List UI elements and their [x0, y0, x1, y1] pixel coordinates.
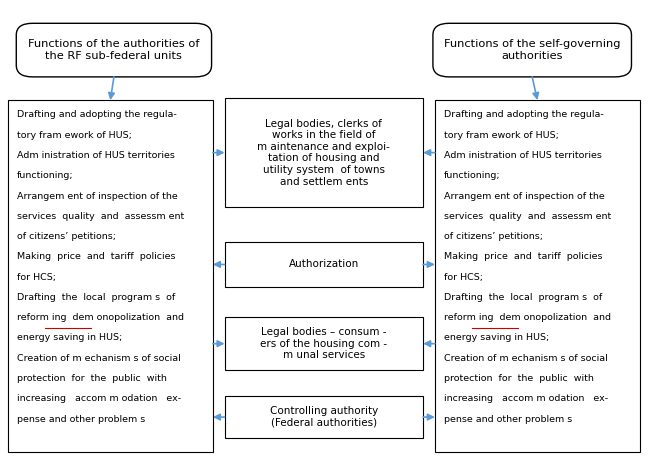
Text: Controlling authority
(Federal authorities): Controlling authority (Federal authoriti… [270, 406, 378, 428]
Text: reform ing  dem onopolization  and: reform ing dem onopolization and [17, 313, 184, 322]
Text: Drafting and adopting the regula-: Drafting and adopting the regula- [17, 110, 176, 119]
Text: pense and other problem s: pense and other problem s [17, 415, 145, 424]
Text: Authorization: Authorization [289, 260, 359, 269]
Text: pense and other problem s: pense and other problem s [444, 415, 572, 424]
Text: Legal bodies – consum -
ers of the housing com -
m unal services: Legal bodies – consum - ers of the housi… [260, 327, 387, 360]
Text: of citizens’ petitions;: of citizens’ petitions; [444, 232, 543, 241]
Text: energy saving in HUS;: energy saving in HUS; [444, 334, 549, 343]
Text: tory fram ework of HUS;: tory fram ework of HUS; [444, 130, 559, 140]
Text: functioning;: functioning; [17, 171, 74, 180]
Text: services  quality  and  assessm ent: services quality and assessm ent [17, 212, 184, 221]
Text: for HCS;: for HCS; [17, 273, 56, 281]
Text: Creation of m echanism s of social: Creation of m echanism s of social [444, 354, 608, 363]
Text: energy saving in HUS;: energy saving in HUS; [17, 334, 122, 343]
Text: protection  for  the  public  with: protection for the public with [444, 374, 594, 383]
Bar [8, 100, 213, 452]
FancyBboxPatch shape [433, 23, 631, 77]
Bar [225, 242, 423, 287]
Text: Drafting and adopting the regula-: Drafting and adopting the regula- [444, 110, 603, 119]
Text: Arrangem ent of inspection of the: Arrangem ent of inspection of the [444, 192, 605, 200]
Text: increasing   accom m odation   ex-: increasing accom m odation ex- [17, 394, 181, 403]
Bar [225, 396, 423, 438]
Text: Functions of the authorities of
the RF sub-federal units: Functions of the authorities of the RF s… [28, 39, 200, 61]
Text: of citizens’ petitions;: of citizens’ petitions; [17, 232, 116, 241]
Text: Drafting  the  local  program s  of: Drafting the local program s of [17, 293, 175, 302]
Text: for HCS;: for HCS; [444, 273, 483, 281]
Bar [435, 100, 640, 452]
Text: increasing   accom m odation   ex-: increasing accom m odation ex- [444, 394, 608, 403]
Text: Making  price  and  tariff  policies: Making price and tariff policies [17, 253, 175, 261]
Text: services  quality  and  assessm ent: services quality and assessm ent [444, 212, 611, 221]
Text: Making  price  and  tariff  policies: Making price and tariff policies [444, 253, 602, 261]
Text: reform ing  dem onopolization  and: reform ing dem onopolization and [444, 313, 611, 322]
Text: Creation of m echanism s of social: Creation of m echanism s of social [17, 354, 181, 363]
Bar [225, 98, 423, 207]
Bar [225, 317, 423, 370]
FancyBboxPatch shape [16, 23, 212, 77]
Text: Functions of the self-governing
authorities: Functions of the self-governing authorit… [444, 39, 620, 61]
Text: protection  for  the  public  with: protection for the public with [17, 374, 167, 383]
Text: Drafting  the  local  program s  of: Drafting the local program s of [444, 293, 602, 302]
Text: functioning;: functioning; [444, 171, 501, 180]
Text: Adm inistration of HUS territories: Adm inistration of HUS territories [444, 151, 602, 160]
Text: tory fram ework of HUS;: tory fram ework of HUS; [17, 130, 132, 140]
Text: Arrangem ent of inspection of the: Arrangem ent of inspection of the [17, 192, 178, 200]
Text: Legal bodies, clerks of
works in the field of
m aintenance and exploi-
tation of: Legal bodies, clerks of works in the fie… [257, 119, 391, 186]
Text: Adm inistration of HUS territories: Adm inistration of HUS territories [17, 151, 175, 160]
